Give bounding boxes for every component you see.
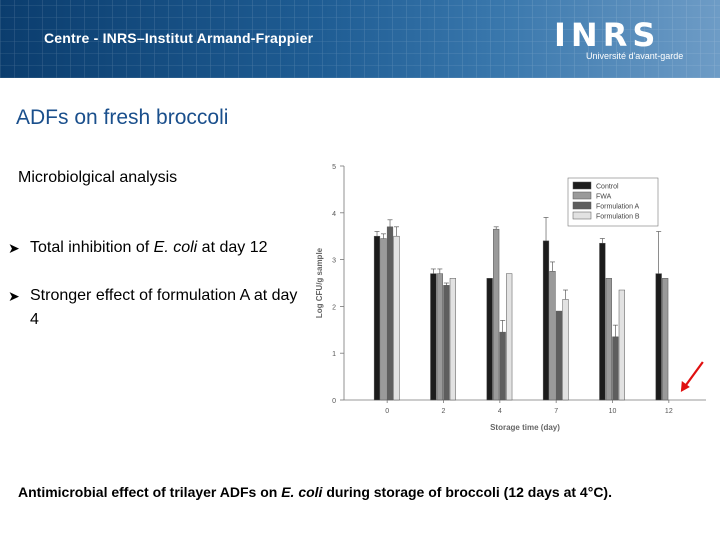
legend-label: Formulation A [596, 204, 640, 211]
bullet-2: ➤ Stronger effect of formulation A at da… [8, 284, 298, 332]
caption-organism: E. coli [281, 484, 323, 500]
caption-text-b: during storage of broccoli (12 days at 4… [322, 484, 612, 500]
x-tick-label: 10 [609, 408, 617, 415]
bar-formulation-a [499, 331, 506, 401]
header-banner: Centre - INRS–Institut Armand-Frappier I… [0, 0, 720, 78]
bar-control [542, 240, 550, 401]
legend-swatch [572, 211, 592, 220]
bar-formulation-b [393, 235, 400, 401]
y-tick-label: 3 [332, 258, 336, 265]
logo-tagline: Université d'avant-garde [586, 51, 684, 61]
banner-pattern [0, 0, 720, 78]
y-tick-label: 5 [332, 164, 336, 171]
inrs-logo: INRS Université d'avant-garde [542, 16, 692, 62]
red-arrow-shaft [682, 361, 704, 389]
legend-label: FWA [596, 194, 612, 201]
bar-fwa [605, 278, 612, 401]
bullet-1-organism: E. coli [153, 239, 198, 256]
bar-fwa [493, 228, 500, 401]
x-tick-label: 4 [498, 408, 502, 415]
bar-formulation-b [506, 273, 513, 401]
bar-formulation-b [618, 289, 625, 401]
bar-control [655, 273, 662, 401]
x-tick-label: 7 [554, 408, 558, 415]
banner-title: Centre - INRS–Institut Armand-Frappier [44, 30, 314, 46]
legend-label: Formulation B [596, 214, 640, 221]
bar-formulation-a [555, 310, 563, 401]
y-tick-label: 1 [332, 351, 336, 358]
legend-swatch [572, 181, 592, 190]
subheading: Microbiolgical analysis [18, 169, 178, 186]
bar-formulation-a [386, 226, 394, 401]
slide-title: ADFs on fresh broccoli [16, 106, 229, 129]
legend-swatch [572, 191, 592, 200]
bar-formulation-a [612, 336, 619, 401]
x-tick-label: 12 [665, 408, 673, 415]
bullet-2-text: Stronger effect of formulation A at day … [30, 287, 298, 328]
bullet-1-text-a: Total inhibition of [30, 239, 154, 256]
y-tick-label: 0 [332, 398, 336, 405]
bar-fwa [662, 278, 669, 401]
bar-control [373, 235, 381, 401]
bar-control [430, 273, 437, 401]
bar-formulation-b [562, 299, 569, 401]
bullet-list: ➤ Total inhibition of E. coli at day 12 … [8, 236, 298, 356]
figure-caption: Antimicrobial effect of trilayer ADFs on… [18, 482, 718, 502]
bullet-1-text-b: at day 12 [197, 239, 268, 256]
bar-fwa [549, 271, 556, 401]
legend-swatch [572, 201, 592, 210]
x-tick-label: 2 [442, 408, 446, 415]
caption-text-a: Antimicrobial effect of trilayer ADFs on [18, 484, 282, 500]
x-tick-label: 0 [385, 408, 389, 415]
logo-wordmark: INRS [554, 16, 661, 54]
y-tick-label: 2 [332, 304, 336, 311]
bar-formulation-b [449, 278, 456, 401]
arrow-bullet-icon: ➤ [8, 288, 20, 304]
bar-fwa [380, 238, 387, 401]
bar-formulation-a [443, 285, 450, 401]
legend-label: Control [596, 184, 619, 191]
y-tick-label: 4 [332, 211, 336, 218]
y-axis-label: Log CFU/g sample [315, 247, 324, 318]
bullet-1: ➤ Total inhibition of E. coli at day 12 [8, 236, 298, 260]
bar-fwa [436, 273, 443, 401]
x-axis-label: Storage time (day) [490, 423, 560, 432]
bar-control [599, 242, 606, 401]
bar-chart: 0 1 2 3 4 5 Log CFU/g sample 0 2 4 7 10 12 Storage ti… [300, 150, 720, 446]
bar-control [486, 278, 493, 401]
red-arrow-head [680, 381, 690, 392]
arrow-bullet-icon: ➤ [8, 240, 20, 256]
